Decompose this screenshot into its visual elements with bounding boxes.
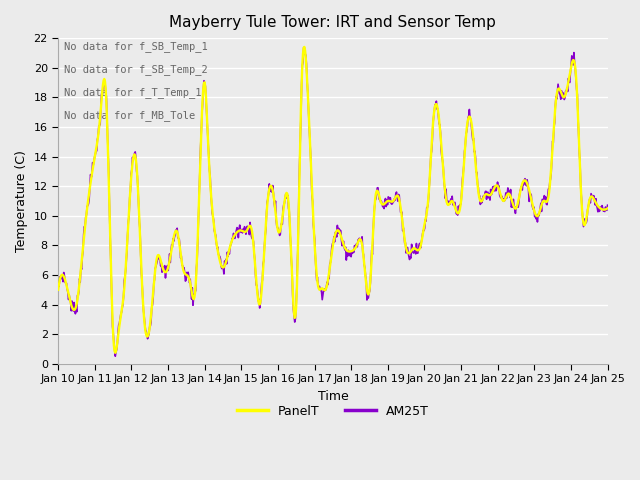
Legend: PanelT, AM25T: PanelT, AM25T xyxy=(232,400,434,422)
Y-axis label: Temperature (C): Temperature (C) xyxy=(15,150,28,252)
Text: No data for f_T_Temp_1: No data for f_T_Temp_1 xyxy=(64,87,201,98)
Text: No data for f_MB_Tole: No data for f_MB_Tole xyxy=(64,110,195,120)
Title: Mayberry Tule Tower: IRT and Sensor Temp: Mayberry Tule Tower: IRT and Sensor Temp xyxy=(170,15,497,30)
Text: No data for f_SB_Temp_2: No data for f_SB_Temp_2 xyxy=(64,64,207,75)
X-axis label: Time: Time xyxy=(317,390,348,403)
Text: No data for f_SB_Temp_1: No data for f_SB_Temp_1 xyxy=(64,41,207,52)
